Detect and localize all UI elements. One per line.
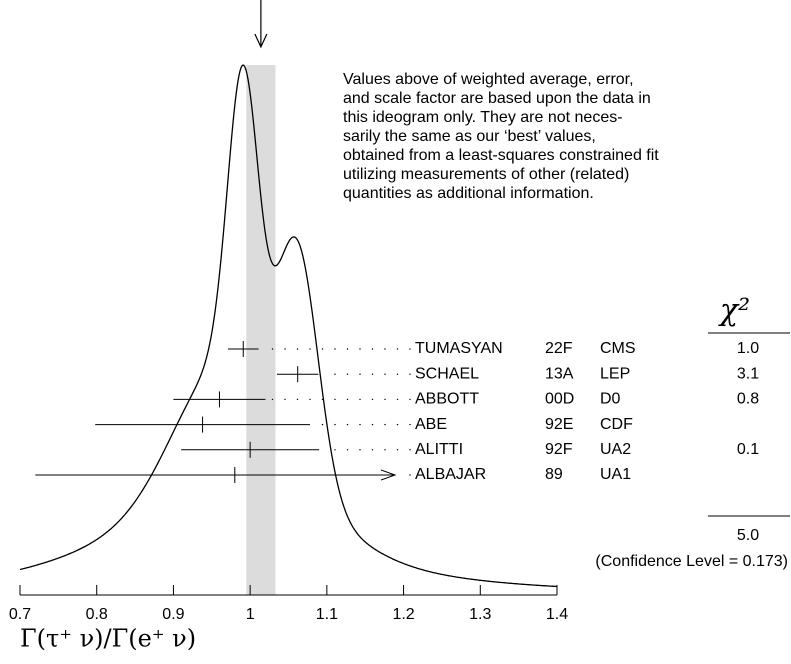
x-tick-label: 1.3 bbox=[469, 606, 491, 623]
leader-dot bbox=[384, 348, 386, 350]
leader-dot bbox=[396, 423, 399, 426]
experiment: UA2 bbox=[600, 441, 631, 458]
chi2: 1.0 bbox=[737, 340, 759, 357]
author: ALBAJAR bbox=[415, 466, 486, 483]
chi2: 0.1 bbox=[737, 441, 759, 458]
leader-dot bbox=[284, 348, 286, 350]
leader-dot bbox=[334, 348, 336, 350]
ideogram-curve bbox=[19, 64, 558, 588]
note-line: obtained from a least-squares constraine… bbox=[343, 147, 659, 164]
year: 89 bbox=[545, 466, 563, 483]
year: 22F bbox=[545, 340, 573, 357]
chi2: 0.8 bbox=[737, 391, 759, 408]
leader-dot bbox=[321, 348, 324, 350]
chi2-header: χ² bbox=[718, 293, 750, 328]
x-tick-label: 0.8 bbox=[86, 606, 108, 623]
leader-dot bbox=[409, 449, 411, 451]
year: 00D bbox=[545, 391, 574, 408]
leader-dot bbox=[334, 423, 336, 426]
leader-dot bbox=[346, 449, 349, 451]
leader-dot bbox=[309, 348, 311, 350]
note-line: this ideogram only. They are not neces- bbox=[343, 109, 623, 126]
experiment: LEP bbox=[600, 365, 630, 382]
leader-dot bbox=[271, 398, 274, 401]
leader-dot bbox=[359, 398, 361, 401]
leader-dot bbox=[384, 398, 386, 401]
chi2: 3.1 bbox=[737, 365, 759, 382]
x-tick-label: 1 bbox=[246, 606, 255, 623]
experiment: CMS bbox=[600, 340, 636, 357]
leader-dot bbox=[371, 373, 374, 375]
leader-dot bbox=[321, 398, 324, 401]
leader-dot bbox=[396, 449, 399, 451]
leader-dot bbox=[409, 398, 411, 401]
author: TUMASYAN bbox=[415, 340, 503, 357]
leader-dot bbox=[284, 398, 286, 401]
experiment: CDF bbox=[600, 416, 633, 433]
leader-dot bbox=[396, 348, 399, 350]
leader-dot bbox=[296, 348, 299, 350]
leader-dot bbox=[271, 348, 274, 350]
note-line: quantities as additional information. bbox=[343, 185, 594, 202]
x-tick-label: 1.2 bbox=[392, 606, 414, 623]
leader-dot bbox=[409, 423, 411, 426]
leader-dot bbox=[409, 373, 411, 375]
weighted-average-band bbox=[246, 65, 276, 595]
year: 92F bbox=[545, 441, 573, 458]
leader-dot bbox=[346, 398, 349, 401]
leader-dot bbox=[371, 449, 374, 451]
leader-dot bbox=[409, 348, 411, 350]
x-tick-label: 0.9 bbox=[162, 606, 184, 623]
confidence-level: (Confidence Level = 0.173) bbox=[595, 553, 788, 570]
leader-dot bbox=[384, 449, 386, 451]
leader-dot bbox=[359, 373, 361, 375]
chi2-total: 5.0 bbox=[737, 527, 759, 544]
leader-dot bbox=[359, 423, 361, 426]
leader-dot bbox=[346, 373, 349, 375]
leader-dot bbox=[409, 474, 411, 476]
leader-dot bbox=[371, 348, 374, 350]
author: SCHAEL bbox=[415, 365, 479, 382]
weighted-average-arrow bbox=[254, 0, 268, 49]
year: 13A bbox=[545, 365, 574, 382]
experiment: UA1 bbox=[600, 466, 631, 483]
author: ALITTI bbox=[415, 441, 463, 458]
error-bar-arrow bbox=[380, 469, 397, 481]
note-line: and scale factor are based upon the data… bbox=[343, 90, 651, 107]
x-axis-label: Γ(τ⁺ ν)/Γ(e⁺ ν) bbox=[20, 625, 196, 653]
leader-dot bbox=[396, 373, 399, 375]
x-tick-label: 0.7 bbox=[9, 606, 31, 623]
author: ABE bbox=[415, 416, 447, 433]
author: ABBOTT bbox=[415, 391, 479, 408]
x-tick-label: 1.4 bbox=[546, 606, 568, 623]
leader-dot bbox=[334, 373, 336, 375]
x-tick-label: 1.1 bbox=[316, 606, 338, 623]
leader-dot bbox=[346, 348, 349, 350]
leader-dot bbox=[371, 398, 374, 401]
note-line: utilizing measurements of other (related… bbox=[343, 166, 629, 183]
note-line: Values above of weighted average, error, bbox=[343, 71, 634, 88]
leader-dot bbox=[359, 348, 361, 350]
leader-dot bbox=[346, 423, 349, 426]
leader-dot bbox=[359, 449, 361, 451]
leader-dot bbox=[334, 449, 336, 451]
leader-dot bbox=[334, 398, 336, 401]
leader-dot bbox=[321, 423, 324, 426]
leader-dot bbox=[384, 373, 386, 375]
experiment: D0 bbox=[600, 391, 621, 408]
leader-dot bbox=[384, 423, 386, 426]
year: 92E bbox=[545, 416, 573, 433]
leader-dot bbox=[371, 423, 374, 426]
note-line: sarily the same as our ‘best’ values, bbox=[343, 128, 596, 145]
leader-dot bbox=[296, 398, 299, 401]
leader-dot bbox=[396, 398, 399, 401]
leader-dot bbox=[309, 398, 311, 401]
